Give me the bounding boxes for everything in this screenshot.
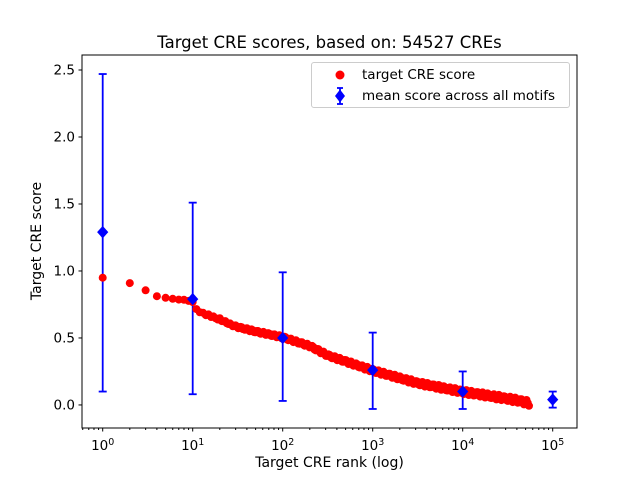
x-axis: 100 101 102 103 104 105 — [82, 428, 564, 454]
data-point — [152, 292, 161, 301]
data-point — [98, 273, 107, 282]
legend-item-label: target CRE score — [362, 66, 476, 83]
mean-diamond-series — [97, 225, 559, 406]
plot-border — [81, 54, 578, 429]
y-tick-label: 0.0 — [54, 397, 75, 413]
y-axis-label: Target CRE score — [29, 181, 45, 301]
y-tick-label: 2.0 — [54, 129, 75, 145]
mean-point — [187, 292, 199, 306]
legend-item-label: mean score across all motifs — [362, 87, 556, 104]
blue-diamond-errorbar-icon — [318, 86, 362, 106]
x-tick-label: 105 — [541, 437, 564, 454]
y-tick-label: 2.5 — [54, 63, 75, 79]
data-point — [168, 294, 177, 303]
x-tick-label: 104 — [451, 437, 474, 454]
mean-point — [367, 363, 379, 377]
target-score-series — [98, 273, 533, 410]
data-point — [141, 286, 150, 295]
x-tick-label: 101 — [181, 437, 204, 454]
x-tick-label: 100 — [91, 437, 114, 454]
mean-point — [457, 385, 469, 398]
x-tick-label: 102 — [271, 437, 294, 454]
y-tick-label: 1.0 — [54, 263, 75, 279]
y-tick-label: 0.5 — [54, 330, 75, 346]
y-tick-label: 1.5 — [54, 196, 75, 212]
data-point — [125, 279, 134, 288]
legend: target CRE score mean score across all m… — [311, 62, 570, 108]
mean-point — [277, 331, 289, 345]
chart-title: Target CRE scores, based on: 54527 CREs — [157, 33, 502, 52]
x-tick-label: 103 — [361, 437, 384, 454]
y-axis: 0.0 0.5 1.0 1.5 2.0 2.5 — [54, 63, 82, 413]
legend-item: mean score across all motifs — [318, 85, 563, 106]
legend-item: target CRE score — [318, 64, 563, 85]
red-circle-icon — [318, 67, 362, 83]
data-point — [525, 401, 533, 410]
x-axis-label: Target CRE rank (log) — [255, 455, 404, 471]
mean-point — [97, 225, 109, 239]
mean-point — [547, 393, 559, 406]
data-point — [161, 293, 170, 302]
